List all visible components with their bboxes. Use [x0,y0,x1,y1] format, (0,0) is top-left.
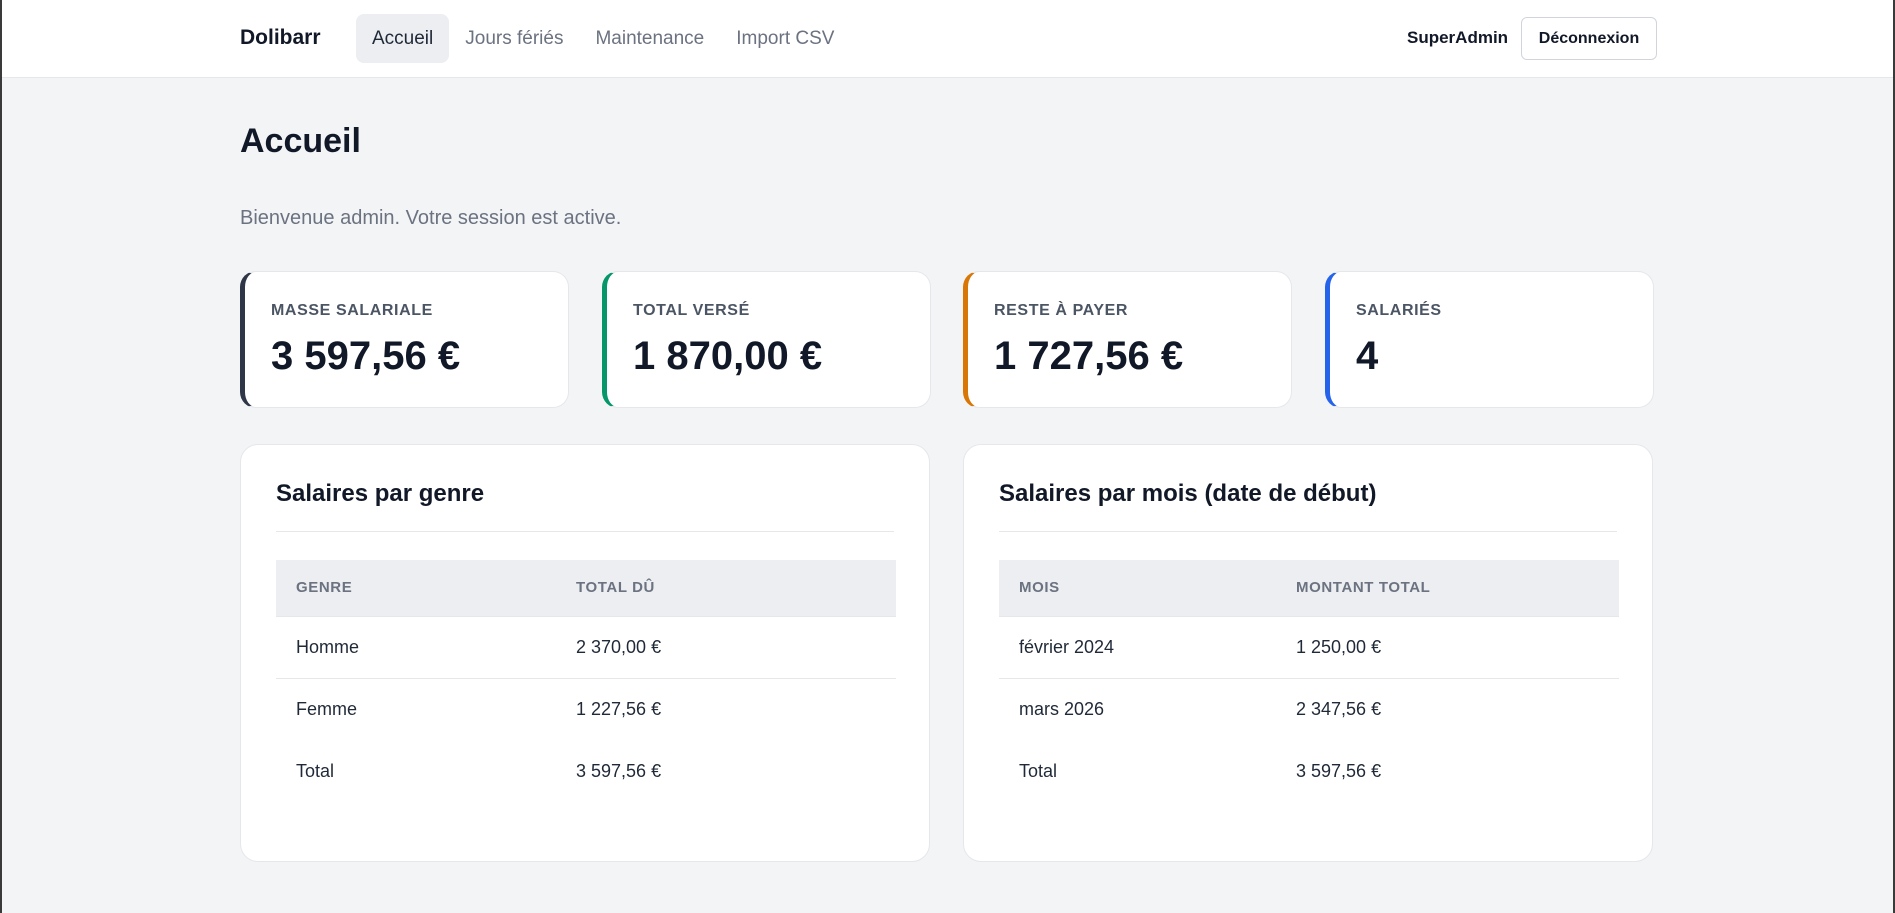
table-total-row: Total 3 597,56 € [276,740,896,802]
nav-item-maintenance[interactable]: Maintenance [595,28,705,49]
table-header-row: MOIS MONTANT TOTAL [999,560,1619,616]
cell-mois: février 2024 [999,615,1276,678]
stat-value: 4 [1356,334,1379,378]
main-nav: Accueil Jours fériés Maintenance Import … [356,14,850,63]
cell-total: 3 597,56 € [576,760,662,781]
stat-value: 3 597,56 € [271,334,461,378]
logout-button[interactable]: Déconnexion [1521,17,1657,60]
stat-label: SALARIÉS [1356,302,1442,319]
top-navbar: Dolibarr Accueil Jours fériés Maintenanc… [2,0,1893,78]
cell-total: 1 227,56 € [556,677,896,740]
nav-item-import-csv[interactable]: Import CSV [736,28,835,49]
cell-montant: 2 347,56 € [1276,677,1619,740]
table-row: Femme 1 227,56 € [276,677,896,740]
table-header-row: GENRE TOTAL DÛ [276,560,896,616]
welcome-message: Bienvenue admin. Votre session est activ… [240,207,622,229]
stat-value: 1 870,00 € [633,334,823,378]
panel-title: Salaires par mois (date de début) [999,480,1377,507]
cell-genre: Homme [276,615,556,678]
stat-card-masse-salariale: MASSE SALARIALE 3 597,56 € [240,271,569,408]
panel-salaires-par-mois: Salaires par mois (date de début) MOIS M… [963,444,1653,862]
column-header-mois: MOIS [999,560,1276,616]
table-row: mars 2026 2 347,56 € [999,677,1619,740]
stat-label: RESTE À PAYER [994,302,1129,319]
cell-montant: 1 250,00 € [1276,615,1619,678]
divider [276,531,894,532]
table-row: Homme 2 370,00 € [276,615,896,678]
stat-card-total-verse: TOTAL VERSÉ 1 870,00 € [602,271,931,408]
stat-label: TOTAL VERSÉ [633,302,750,319]
panel-salaires-par-genre: Salaires par genre GENRE TOTAL DÛ Homme … [240,444,930,862]
nav-item-jours-feries[interactable]: Jours fériés [465,28,564,49]
cell-montant: 3 597,56 € [1296,760,1382,781]
stat-value: 1 727,56 € [994,334,1184,378]
stat-card-salaries: SALARIÉS 4 [1325,271,1654,408]
column-header-total-du: TOTAL DÛ [556,560,896,616]
brand-logo[interactable]: Dolibarr [240,26,321,49]
cell-mois: mars 2026 [999,677,1276,740]
gender-table: GENRE TOTAL DÛ Homme 2 370,00 € Femme 1 … [276,560,896,802]
divider [999,531,1617,532]
stat-label: MASSE SALARIALE [271,302,433,319]
user-name: SuperAdmin [1407,28,1509,47]
panel-title: Salaires par genre [276,480,485,507]
month-table: MOIS MONTANT TOTAL février 2024 1 250,00… [999,560,1619,802]
cell-total: 2 370,00 € [556,615,896,678]
cell-mois: Total [1019,760,1058,781]
column-header-genre: GENRE [276,560,556,616]
table-total-row: Total 3 597,56 € [999,740,1619,802]
nav-item-accueil[interactable]: Accueil [356,14,450,63]
cell-genre: Femme [276,677,556,740]
stat-card-reste-a-payer: RESTE À PAYER 1 727,56 € [963,271,1292,408]
cell-genre: Total [296,760,335,781]
column-header-montant-total: MONTANT TOTAL [1276,560,1619,616]
table-row: février 2024 1 250,00 € [999,615,1619,678]
page-title: Accueil [240,122,361,160]
